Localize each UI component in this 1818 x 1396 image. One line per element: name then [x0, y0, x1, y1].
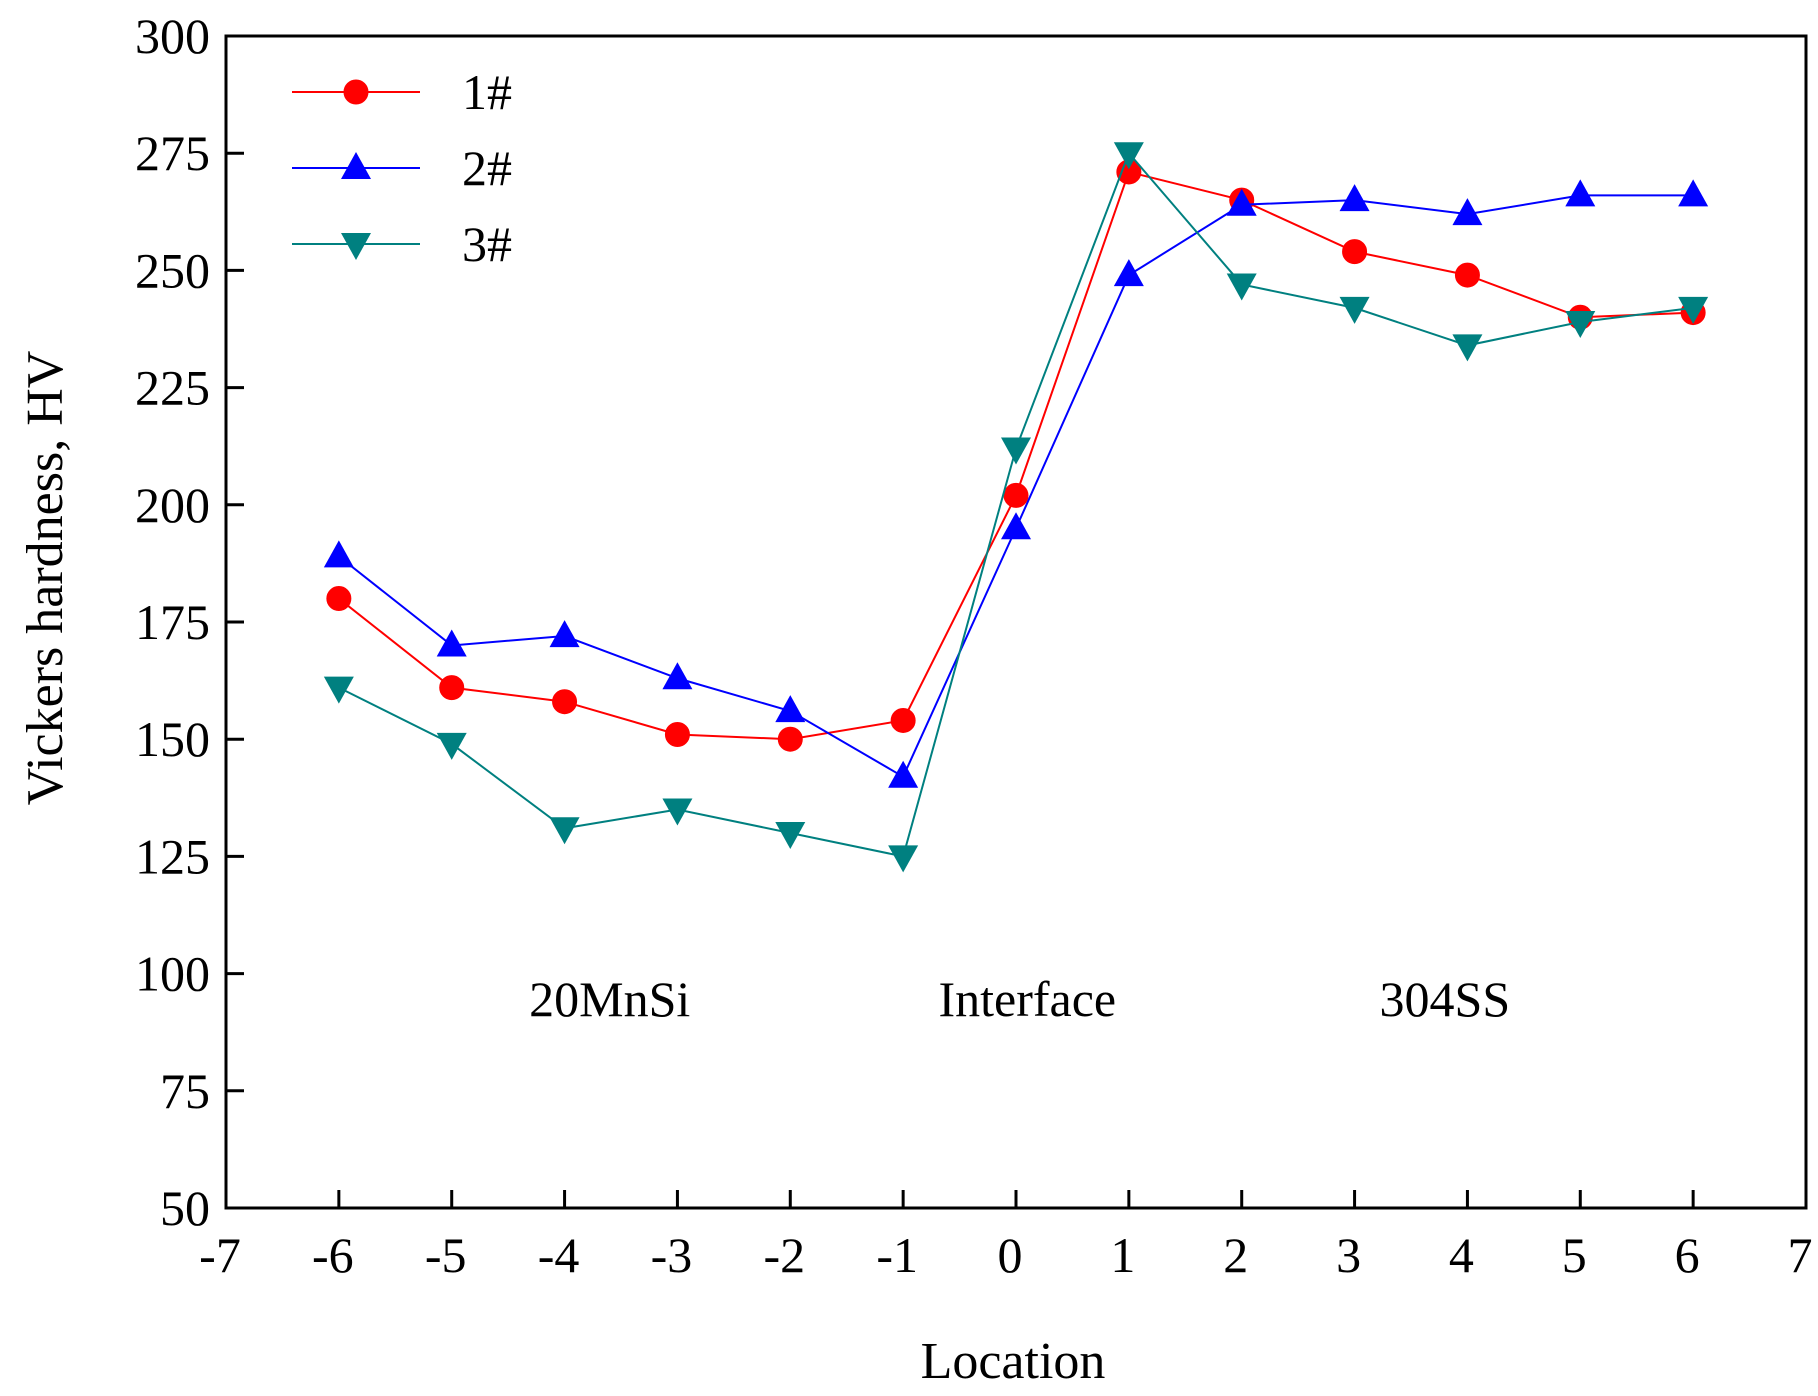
x-axis-label: Location: [921, 1333, 1106, 1390]
x-tick-label: -7: [199, 1227, 241, 1283]
data-point-3: [1226, 273, 1257, 301]
legend-label: 2#: [462, 140, 512, 196]
x-tick-label: -5: [425, 1227, 467, 1283]
annotation-2: Interface: [938, 971, 1116, 1027]
x-tick-label: 7: [1788, 1227, 1813, 1283]
series-3: [323, 142, 1709, 873]
data-point-1: [777, 726, 803, 752]
x-tick-label: -2: [763, 1227, 805, 1283]
x-tick-label: 2: [1223, 1227, 1248, 1283]
y-tick-label: 125: [135, 828, 210, 884]
x-tick-label: 6: [1675, 1227, 1700, 1283]
data-point-1: [552, 689, 578, 715]
y-tick-label: 175: [135, 594, 210, 650]
y-axis-label: Vickers hardness, HV: [17, 351, 74, 806]
plot-frame: [224, 34, 1808, 1210]
annotations: 20MnSi Interface 304SS: [529, 971, 1510, 1027]
legend-entry-1: 1#: [292, 64, 512, 120]
data-point-3: [1678, 296, 1709, 324]
data-point-2: [549, 620, 580, 648]
y-tick-label: 100: [135, 946, 210, 1002]
data-point-1: [1454, 262, 1480, 288]
data-point-2: [436, 629, 467, 657]
data-point-3: [1001, 437, 1031, 465]
legend-marker: [341, 233, 371, 260]
y-tick-label: 225: [135, 360, 210, 416]
series-2: [323, 179, 1709, 788]
data-point-1: [439, 675, 465, 701]
y-tick-label: 75: [160, 1063, 210, 1119]
legend-label: 3#: [462, 216, 512, 272]
data-point-2: [662, 662, 693, 690]
y-tick-label: 200: [135, 477, 210, 533]
y-tick-label: 250: [135, 242, 210, 298]
x-tick-label: 5: [1562, 1227, 1587, 1283]
legend-label: 1#: [462, 64, 512, 120]
data-point-2: [1678, 179, 1709, 207]
x-tick-label: -6: [312, 1227, 354, 1283]
x-tick-label: -4: [538, 1227, 580, 1283]
data-point-2: [1565, 179, 1596, 207]
data-point-2: [1113, 259, 1144, 287]
data-point-2: [1001, 512, 1031, 540]
y-tick-label: 50: [160, 1180, 210, 1236]
axes: -7 -6 -5 -4 -3 -2 -1 0 1 2 3 4 5 6 7 50 75 100 125 150 175 20…: [135, 8, 1813, 1283]
data-point-2: [1339, 184, 1370, 212]
y-tick-label: 150: [135, 711, 210, 767]
data-point-3: [323, 676, 354, 704]
data-point-3: [549, 817, 580, 845]
x-tick-label: 3: [1336, 1227, 1361, 1283]
y-tick-label: 275: [135, 125, 210, 181]
legend-marker: [343, 79, 369, 105]
x-tick-label: -1: [876, 1227, 918, 1283]
series-layer: [323, 142, 1709, 873]
data-point-1: [1342, 239, 1368, 265]
data-point-3: [1339, 296, 1370, 324]
x-tick-label: -3: [651, 1227, 693, 1283]
data-point-2: [775, 695, 806, 723]
x-tick-label: 1: [1110, 1227, 1135, 1283]
data-point-3: [775, 821, 806, 849]
annotation-1: 20MnSi: [529, 971, 690, 1027]
legend: 1# 2# 3#: [292, 64, 512, 272]
data-point-3: [662, 798, 693, 826]
data-point-2: [1452, 198, 1483, 226]
data-point-3: [436, 732, 467, 760]
data-point-1: [326, 586, 352, 612]
data-point-3: [888, 845, 919, 873]
x-tick-label: 0: [998, 1227, 1023, 1283]
data-point-3: [1452, 334, 1483, 362]
legend-entry-2: 2#: [292, 140, 512, 196]
data-point-2: [323, 540, 354, 568]
legend-entry-3: 3#: [292, 216, 512, 272]
annotation-3: 304SS: [1380, 971, 1511, 1027]
data-point-2: [1226, 188, 1257, 216]
data-point-3: [1113, 142, 1144, 170]
y-tick-label: 300: [135, 8, 210, 64]
x-tick-label: 4: [1449, 1227, 1474, 1283]
data-point-2: [888, 760, 919, 788]
data-point-1: [664, 722, 690, 748]
legend-marker: [341, 152, 371, 179]
data-point-1: [1003, 482, 1029, 508]
data-point-3: [1565, 310, 1596, 338]
data-point-1: [890, 707, 916, 733]
